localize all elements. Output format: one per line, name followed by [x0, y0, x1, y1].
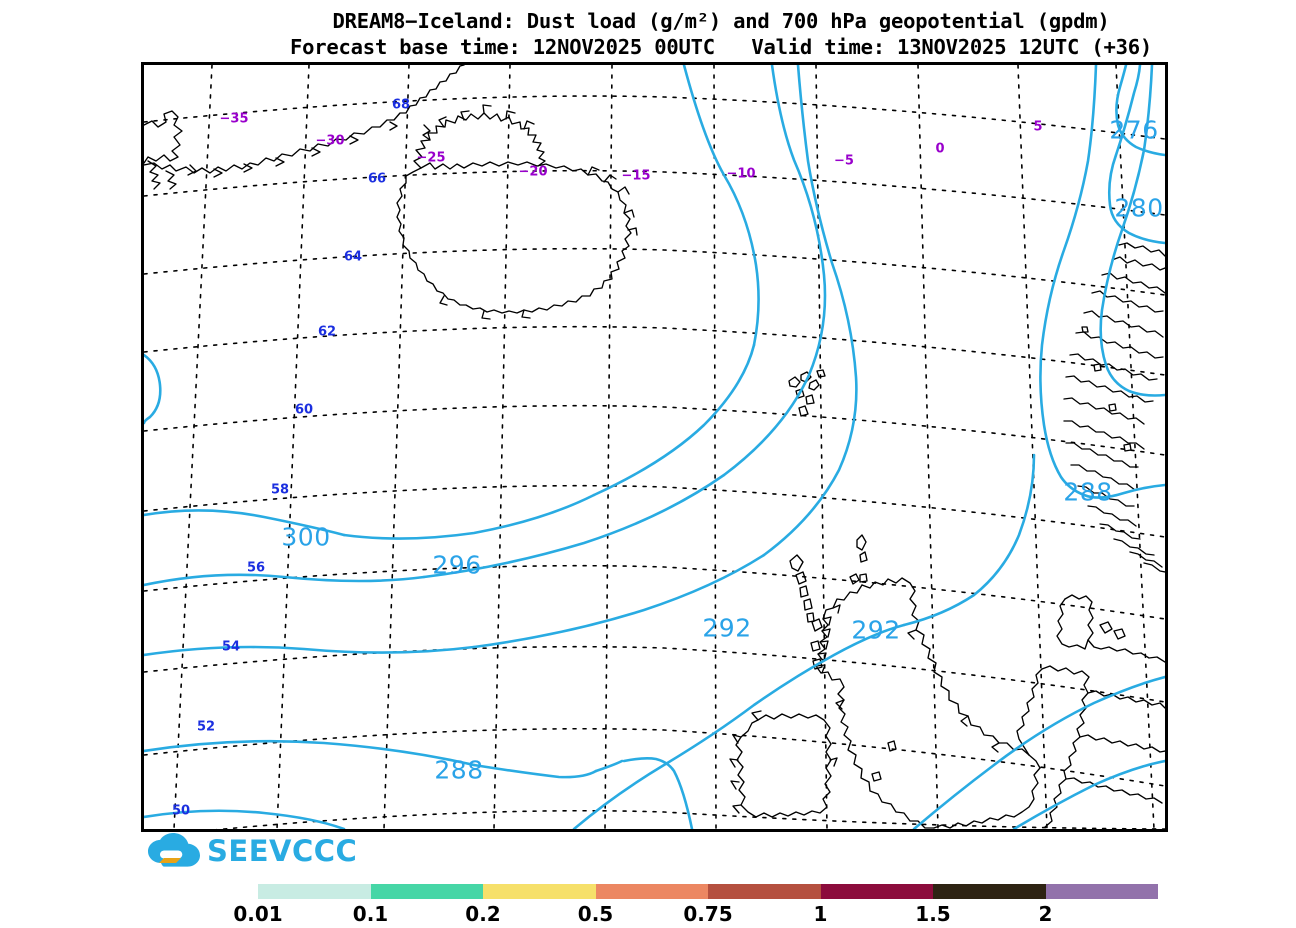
- colorbar-segment-0: [258, 884, 371, 899]
- colorbar-tick-labels: 0.01 0.1 0.2 0.5 0.75 1 1.5 2: [233, 902, 1158, 928]
- chart-title-block: DREAM8−Iceland: Dust load (g/m²) and 700…: [141, 8, 1296, 60]
- map-clip: −35 −30 −25 −20 −15 −10 −5 0 5 68 66 64 …: [144, 65, 1165, 829]
- colorbar-tick: 0.2: [465, 902, 501, 926]
- colorbar-segment-7: [1045, 884, 1158, 899]
- colorbar-legend: 0.01 0.1 0.2 0.5 0.75 1 1.5 2: [233, 884, 1158, 928]
- page-title: DREAM8−Iceland: Dust load (g/m²) and 700…: [332, 9, 1110, 33]
- graticule-layer: [144, 65, 1165, 829]
- colorbar-gradient: [258, 884, 1158, 899]
- colorbar-tick: 0.5: [577, 902, 614, 926]
- logo-text: SEEVCCC: [207, 834, 358, 868]
- colorbar-tick: 2: [1038, 902, 1053, 926]
- coastline-layer: [144, 65, 1165, 829]
- colorbar-tick: 1: [813, 902, 828, 926]
- colorbar-segment-2: [483, 884, 596, 899]
- forecast-time-subtitle: Forecast base time: 12NOV2025 00UTC Vali…: [289, 35, 1153, 60]
- colorbar-segment-5: [820, 884, 933, 899]
- colorbar-tick: 0.75: [683, 902, 733, 926]
- geopotential-contour-layer: [144, 65, 1165, 829]
- colorbar-segment-1: [370, 884, 483, 899]
- cloud-icon: [148, 833, 200, 867]
- colorbar-tick: 0.01: [233, 902, 283, 926]
- colorbar-segment-4: [708, 884, 821, 899]
- colorbar-segment-3: [595, 884, 708, 899]
- seevccc-logo: SEEVCCC: [148, 833, 357, 869]
- weather-map-svg: [144, 65, 1165, 829]
- colorbar-tick: 1.5: [915, 902, 951, 926]
- colorbar-tick: 0.1: [352, 902, 389, 926]
- map-panel: −35 −30 −25 −20 −15 −10 −5 0 5 68 66 64 …: [141, 62, 1168, 832]
- colorbar-segment-6: [933, 884, 1046, 899]
